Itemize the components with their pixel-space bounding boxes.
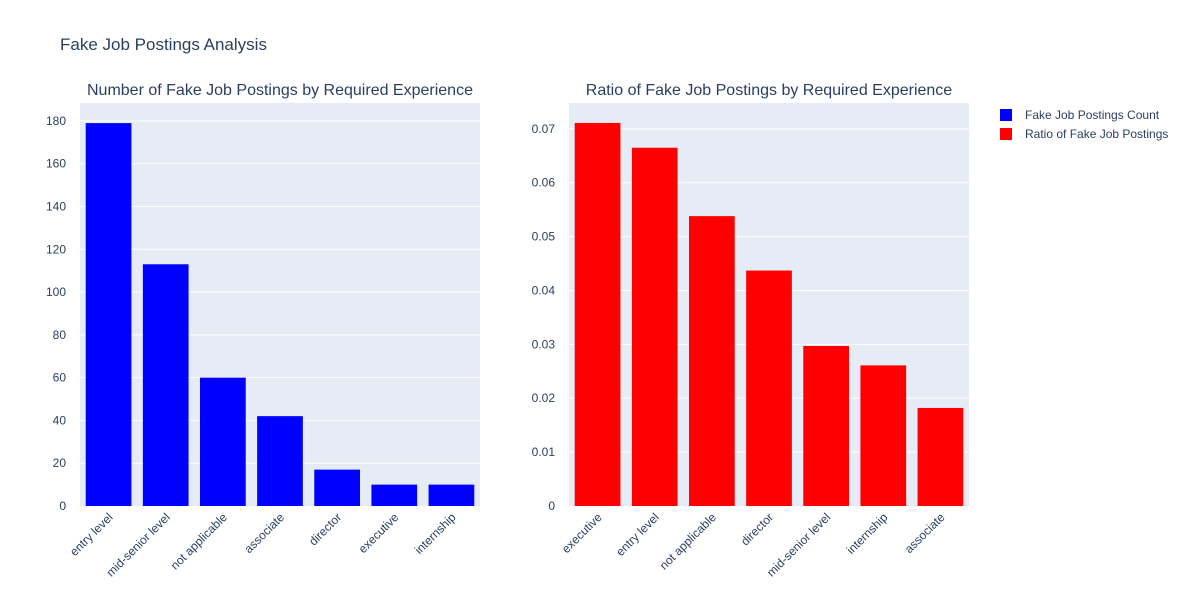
chart-panel-2: 0 0.01 0.02 0.03 0.04 0.05 0.06 0.07 executive en… [532, 82, 969, 580]
bar-director[interactable] [314, 469, 360, 506]
bar-internship[interactable] [860, 365, 907, 506]
y-tick-label: 0.01 [532, 445, 556, 459]
bar-associate[interactable] [917, 407, 964, 506]
x-tick-label: internship [412, 510, 459, 557]
legend-label: Fake Job Postings Count [1025, 108, 1160, 122]
x-tick-label: director [306, 510, 344, 548]
legend-label: Ratio of Fake Job Postings [1025, 127, 1168, 141]
legend[interactable]: Fake Job Postings Count Ratio of Fake Job… [1000, 108, 1168, 141]
legend-item-ratio-of-fake-job-postings[interactable]: Ratio of Fake Job Postings [1000, 127, 1168, 141]
legend-swatch [1000, 128, 1012, 140]
y-tick-label: 20 [53, 456, 67, 470]
bar-mid-senior-level[interactable] [803, 345, 849, 506]
y-tick-label: 0.06 [532, 176, 556, 190]
bar-mid-senior-level[interactable] [142, 264, 189, 506]
y-tick-label: 0 [548, 499, 555, 513]
bar-entry-level[interactable] [631, 147, 678, 507]
subplot-title: Ratio of Fake Job Postings by Required E… [586, 82, 953, 99]
figure-title: Fake Job Postings Analysis [60, 35, 267, 54]
x-tick-label: internship [844, 510, 891, 557]
y-tick-label: 160 [46, 157, 66, 171]
bar-not-applicable[interactable] [689, 216, 735, 506]
y-tick-label: 60 [53, 371, 67, 385]
x-tick-label: not applicable [657, 510, 719, 572]
y-tick-label: 120 [46, 242, 66, 256]
x-tick-label: associate [241, 510, 287, 556]
x-tick-label: executive [356, 510, 402, 556]
y-tick-label: 180 [46, 114, 66, 128]
y-tick-label: 40 [53, 413, 67, 427]
y-tick-label: 0.03 [532, 337, 556, 351]
x-tick-label: entry level [613, 510, 662, 559]
bar-executive[interactable] [574, 122, 621, 506]
y-tick-label: 100 [46, 285, 66, 299]
y-tick-label: 80 [53, 328, 67, 342]
x-tick-label: associate [902, 510, 948, 556]
bar-associate[interactable] [257, 416, 303, 506]
x-tick-label: director [738, 510, 776, 548]
y-tick-label: 140 [46, 200, 66, 214]
x-tick-label: not applicable [168, 510, 230, 572]
x-tick-label: entry level [67, 510, 116, 559]
bar-internship[interactable] [428, 484, 475, 506]
y-tick-label: 0 [59, 499, 66, 513]
bar-executive[interactable] [371, 484, 418, 506]
y-tick-label: 0.04 [532, 283, 556, 297]
y-tick-label: 0.02 [532, 391, 556, 405]
x-tick-label: executive [559, 510, 605, 556]
bar-director[interactable] [746, 270, 792, 506]
subplot-title: Number of Fake Job Postings by Required … [87, 82, 473, 99]
y-tick-label: 0.05 [532, 230, 556, 244]
bar-entry-level[interactable] [85, 123, 132, 507]
bar-not-applicable[interactable] [200, 377, 246, 506]
y-tick-label: 0.07 [532, 122, 556, 136]
legend-item-fake-job-postings-count[interactable]: Fake Job Postings Count [1000, 108, 1160, 122]
legend-swatch [1000, 109, 1012, 121]
